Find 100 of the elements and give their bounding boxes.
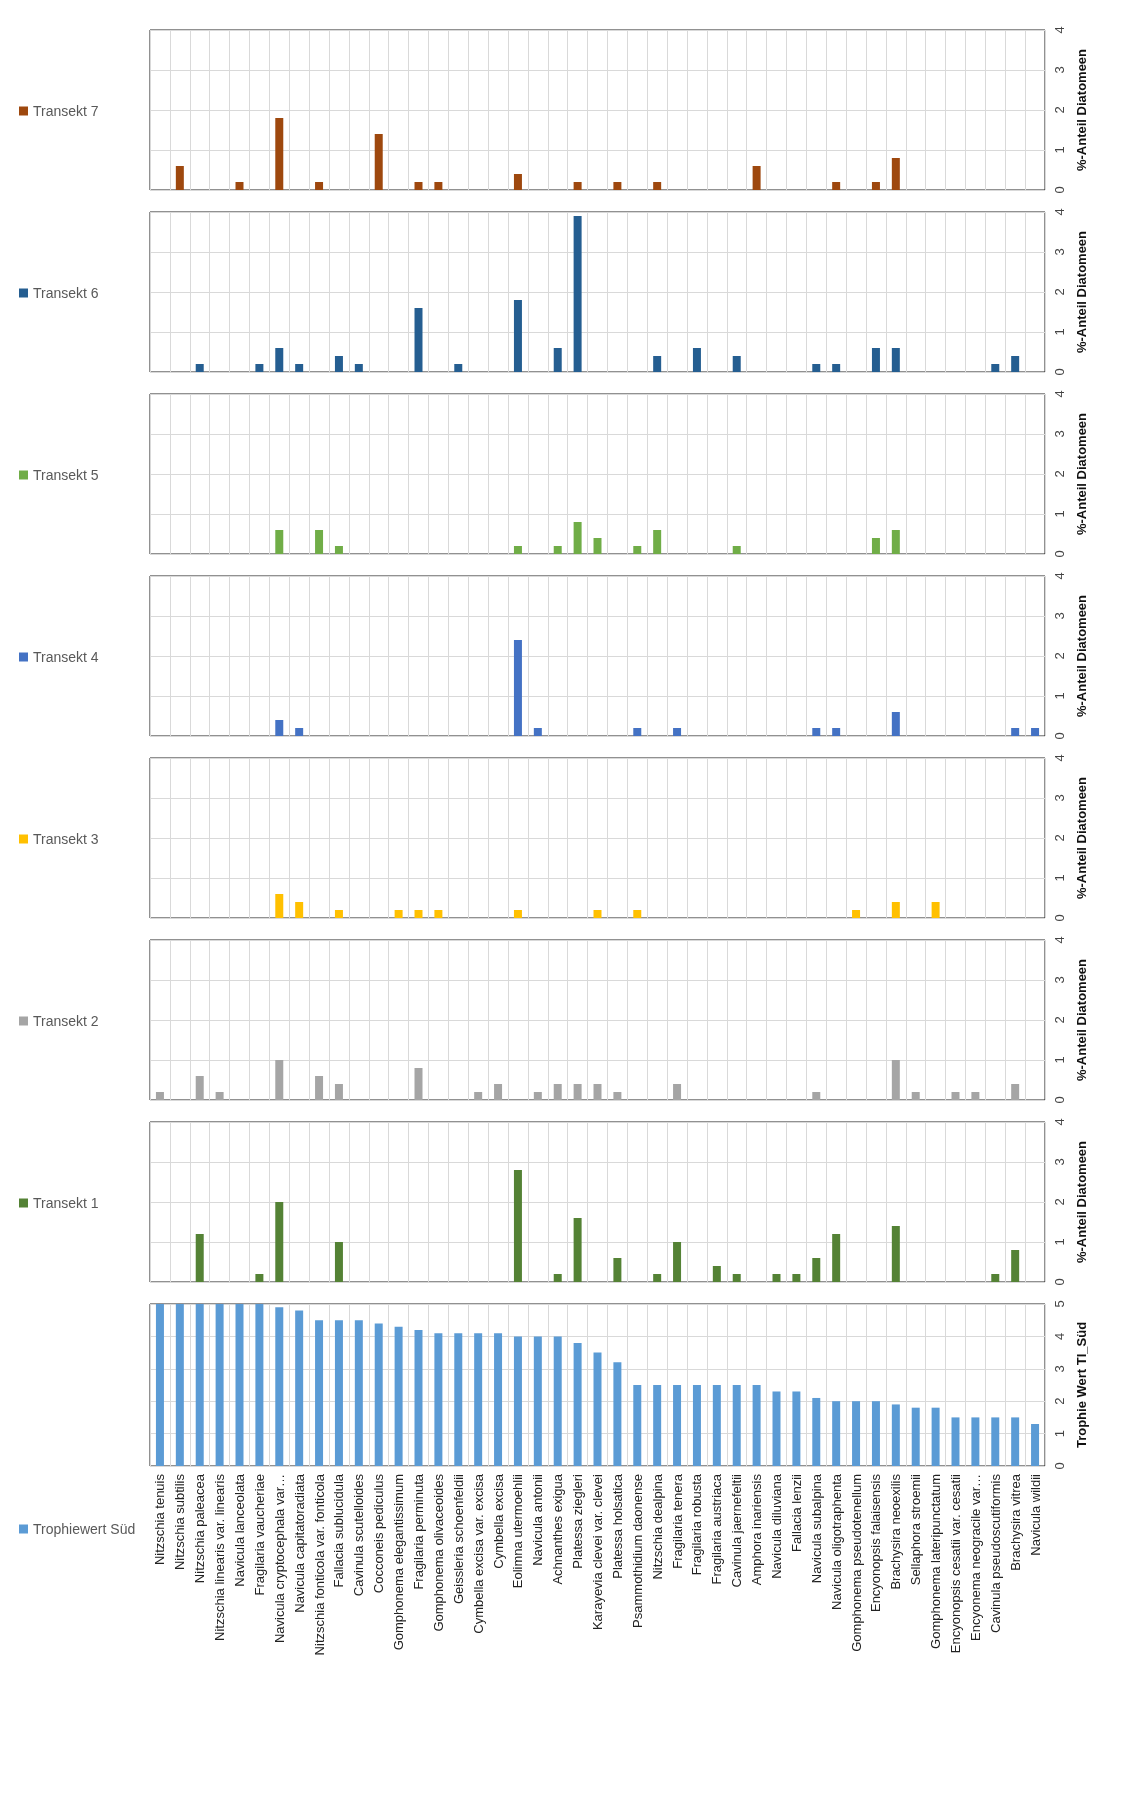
y-tick-label: 0 [1052, 186, 1067, 194]
x-tick-label: Gomphonema lateripunctatum [928, 1474, 944, 1649]
y-axis-title: %-Anteil Diatomeen [1074, 594, 1089, 718]
y-tick-label: 4 [1052, 936, 1067, 944]
y-tick-label: 0 [1052, 914, 1067, 922]
bar [633, 728, 642, 736]
bar [673, 728, 682, 736]
bar [195, 1234, 204, 1282]
y-tick-label: 1 [1052, 510, 1067, 518]
x-tick-label: Platessa ziegleri [570, 1473, 586, 1569]
x-tick-label: Brachysira neoexilis [888, 1473, 904, 1590]
legend-label: Transekt 1 [33, 1195, 99, 1211]
y-tick-label: 3 [1052, 976, 1067, 984]
x-tick-label: Nitzschia tenuis [152, 1473, 168, 1566]
x-tick-label: Sellaphora stroemii [908, 1473, 924, 1586]
bar [315, 182, 324, 190]
y-tick-label: 3 [1052, 1365, 1067, 1373]
bar [673, 1242, 682, 1282]
bar [812, 728, 821, 736]
bar [871, 1401, 880, 1466]
bar [533, 1336, 542, 1466]
bar [454, 1333, 463, 1466]
y-tick-label: 2 [1052, 834, 1067, 842]
bar [752, 1385, 761, 1466]
bar [275, 894, 284, 918]
bar [414, 182, 423, 190]
x-tick-label: Cavinula jaernefeltii [729, 1473, 745, 1588]
y-tick-label: 2 [1052, 470, 1067, 478]
bar [195, 364, 204, 372]
bar [991, 1417, 1000, 1466]
bar [553, 348, 562, 372]
y-tick-label: 1 [1052, 146, 1067, 154]
y-tick-label: 0 [1052, 550, 1067, 558]
bar [155, 1304, 164, 1466]
bar [692, 348, 701, 372]
y-tick-label: 4 [1052, 208, 1067, 216]
y-tick-label: 2 [1052, 1397, 1067, 1405]
y-tick-label: 3 [1052, 1158, 1067, 1166]
x-tick-label: Achnanthes exigua [550, 1473, 566, 1585]
y-tick-label: 4 [1052, 572, 1067, 580]
bar [295, 728, 304, 736]
bar [1011, 1417, 1020, 1466]
y-tick-label: 0 [1052, 1462, 1067, 1470]
y-axis-title: %-Anteil Diatomeen [1074, 776, 1089, 900]
x-tick-label: Navicula antonii [530, 1473, 546, 1566]
legend-label: Transekt 7 [33, 103, 99, 119]
y-axis-title: Trophie Wert TI_Süd [1074, 1321, 1089, 1449]
legend-label: Transekt 4 [33, 649, 99, 665]
bar [295, 364, 304, 372]
bar [653, 530, 662, 554]
bar [832, 182, 841, 190]
bar [792, 1274, 801, 1282]
bar [334, 910, 343, 918]
x-tick-label: Fragilaria tenera [669, 1473, 685, 1569]
bar [891, 1404, 900, 1466]
y-tick-label: 0 [1052, 368, 1067, 376]
bar [871, 348, 880, 372]
bar [852, 1401, 861, 1466]
bar [175, 1304, 184, 1466]
bar [155, 1092, 164, 1100]
bar [573, 1084, 582, 1100]
x-tick-label: Eolimna utermoehlii [510, 1473, 526, 1589]
bar [573, 182, 582, 190]
bar [215, 1092, 224, 1100]
bar [891, 158, 900, 190]
bar [474, 1092, 483, 1100]
x-tick-label: Cymbella excisa var. excisa [470, 1473, 486, 1634]
y-tick-label: 2 [1052, 1016, 1067, 1024]
bar [494, 1333, 503, 1466]
bar [513, 1336, 522, 1466]
x-tick-label: Nitzschia dealpina [649, 1473, 665, 1580]
y-tick-label: 3 [1052, 248, 1067, 256]
bar [513, 1170, 522, 1282]
y-axis-title: %-Anteil Diatomeen [1074, 1140, 1089, 1264]
bar [593, 1352, 602, 1466]
bar [653, 182, 662, 190]
y-tick-label: 1 [1052, 1238, 1067, 1246]
bar [573, 1342, 582, 1466]
bar [215, 1304, 224, 1466]
bar [275, 348, 284, 372]
x-tick-label: Amphora inariensis [749, 1473, 765, 1586]
y-axis-title: %-Anteil Diatomeen [1074, 412, 1089, 536]
bar [613, 1362, 622, 1466]
bar [573, 1218, 582, 1282]
bar [891, 348, 900, 372]
bar [513, 910, 522, 918]
bar [832, 1234, 841, 1282]
bar [891, 712, 900, 736]
bar [792, 1391, 801, 1466]
bar [931, 1407, 940, 1466]
bar [673, 1084, 682, 1100]
bar [772, 1274, 781, 1282]
y-axis-title: %-Anteil Diatomeen [1074, 958, 1089, 1082]
bar [832, 728, 841, 736]
bar [832, 1401, 841, 1466]
bar [275, 720, 284, 736]
bar [812, 1397, 821, 1466]
bar [275, 1202, 284, 1282]
bar [1031, 1423, 1040, 1466]
bar [573, 522, 582, 554]
